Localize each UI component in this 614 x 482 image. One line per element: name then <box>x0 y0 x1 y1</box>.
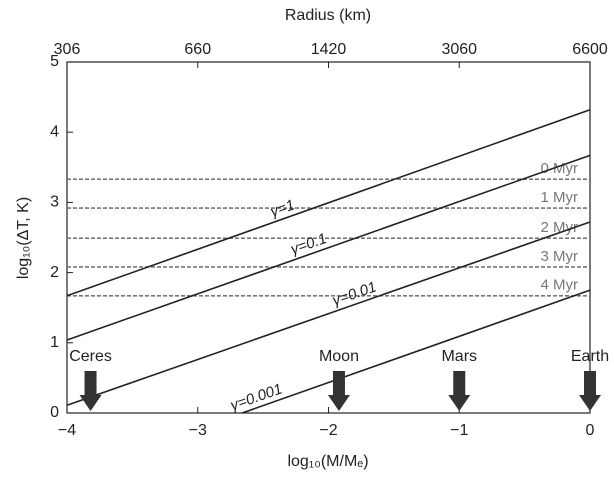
x-tick-label: −2 <box>319 422 337 439</box>
dashed-line-label: 3 Myr <box>541 248 579 265</box>
marker-label: Ceres <box>69 348 112 365</box>
x-tick-label: −4 <box>58 422 76 439</box>
x2-tick-label: 306 <box>54 41 81 58</box>
x-tick-label: −1 <box>450 422 468 439</box>
y-tick-label: 0 <box>50 404 59 421</box>
dashed-line-label: 0 Myr <box>541 160 579 177</box>
x2-axis-label: Radius (km) <box>285 7 371 24</box>
y-tick-label: 4 <box>50 123 59 140</box>
arrow <box>327 371 350 411</box>
x2-tick-label: 1420 <box>311 41 347 58</box>
y-axis-label: log₁₀(ΔT, K) <box>15 197 32 279</box>
dashed-line-label: 1 Myr <box>541 189 579 206</box>
arrow <box>79 371 102 411</box>
arrow <box>579 371 601 411</box>
x2-tick-label: 3060 <box>441 41 477 58</box>
curve <box>66 154 591 341</box>
x-tick-label: 0 <box>586 422 595 439</box>
y-tick-label: 3 <box>50 194 59 211</box>
y-tick-label: 1 <box>50 334 59 351</box>
x-tick-label: −3 <box>189 422 207 439</box>
marker-label: Mars <box>441 348 477 365</box>
marker-label: Earth <box>571 348 609 365</box>
x2-tick-label: 660 <box>184 41 211 58</box>
dashed-line-label: 2 Myr <box>541 219 579 236</box>
curve-label: γ=1 <box>268 196 297 220</box>
x-axis-label: log₁₀(M/Mₑ) <box>287 453 368 470</box>
y-tick-label: 5 <box>50 53 59 70</box>
x2-tick-label: 6600 <box>572 41 608 58</box>
curve <box>66 221 591 407</box>
arrow <box>448 371 471 411</box>
curve <box>66 108 591 297</box>
marker-label: Moon <box>319 348 359 365</box>
y-tick-label: 2 <box>50 264 59 281</box>
curve <box>241 289 591 414</box>
dashed-line-label: 4 Myr <box>541 277 579 294</box>
curve-label: γ=0.001 <box>228 380 284 414</box>
